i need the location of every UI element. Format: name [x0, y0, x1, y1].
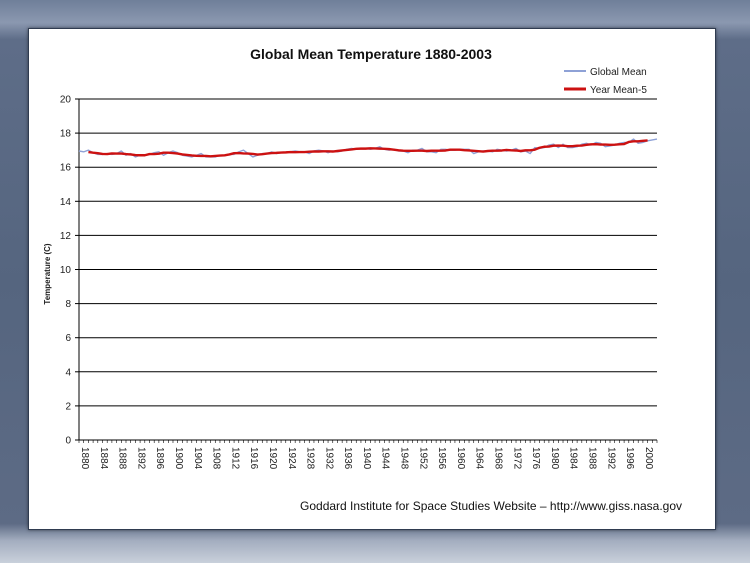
y-tick-label-8: 8 — [65, 299, 71, 310]
x-tick-label-1956: 1956 — [436, 447, 447, 470]
y-tick-label-0: 0 — [65, 436, 71, 447]
x-tick-label-1992: 1992 — [605, 447, 616, 470]
x-tick-label-1888: 1888 — [117, 447, 128, 470]
x-tick-label-1912: 1912 — [229, 447, 240, 470]
x-tick-label-1964: 1964 — [474, 447, 485, 470]
x-tick-label-1996: 1996 — [624, 447, 635, 470]
y-tick-label-14: 14 — [60, 197, 72, 208]
x-tick-label-1924: 1924 — [286, 447, 297, 470]
x-tick-label-1904: 1904 — [192, 447, 203, 470]
x-tick-label-1884: 1884 — [98, 447, 109, 470]
x-tick-label-1916: 1916 — [248, 447, 259, 470]
x-tick-label-1940: 1940 — [361, 447, 372, 470]
y-tick-label-4: 4 — [65, 367, 71, 378]
x-tick-label-1880: 1880 — [79, 447, 90, 470]
y-tick-label-18: 18 — [60, 129, 72, 140]
legend-label-global-mean: Global Mean — [590, 67, 647, 78]
x-axis-ticks: 1880 1884 1888 1892 1896 1900 1904 1908 1912 1916… — [78, 440, 658, 470]
x-tick-label-1896: 1896 — [154, 447, 165, 470]
legend-label-year-mean-5: Year Mean-5 — [590, 85, 647, 96]
chart-legend: Global Mean Year Mean-5 — [564, 67, 647, 96]
x-tick-label-1928: 1928 — [305, 447, 316, 470]
y-tick-label-12: 12 — [60, 231, 72, 242]
x-tick-label-2000: 2000 — [643, 447, 654, 470]
series-line-year-mean-5 — [88, 139, 648, 158]
x-tick-label-1952: 1952 — [417, 447, 428, 470]
x-tick-label-1920: 1920 — [267, 447, 278, 470]
x-tick-label-1984: 1984 — [568, 447, 579, 470]
y-axis-label: Temperature (C) — [43, 243, 52, 305]
x-tick-label-1932: 1932 — [323, 447, 334, 470]
chart-title: Global Mean Temperature 1880-2003 — [250, 46, 492, 62]
series-lines — [78, 138, 658, 158]
temperature-chart: Global Mean Temperature 1880-2003 Global… — [43, 46, 682, 513]
x-tick-label-1908: 1908 — [211, 447, 222, 470]
x-tick-label-1960: 1960 — [455, 447, 466, 470]
y-tick-label-6: 6 — [65, 333, 71, 344]
x-tick-label-1944: 1944 — [380, 447, 391, 470]
y-tick-label-10: 10 — [60, 265, 72, 276]
y-axis-ticks: 0 2 4 6 8 10 12 14 16 18 20 — [60, 95, 79, 447]
x-tick-label-1968: 1968 — [493, 447, 504, 470]
x-tick-label-1900: 1900 — [173, 447, 184, 470]
y-tick-label-2: 2 — [65, 401, 71, 412]
x-tick-label-1988: 1988 — [587, 447, 598, 470]
x-tick-label-1936: 1936 — [342, 447, 353, 470]
y-tick-label-16: 16 — [60, 163, 72, 174]
x-tick-label-1972: 1972 — [511, 447, 522, 470]
x-tick-label-1980: 1980 — [549, 447, 560, 470]
x-tick-label-1976: 1976 — [530, 447, 541, 470]
source-footnote: Goddard Institute for Space Studies Webs… — [300, 499, 682, 513]
y-tick-label-20: 20 — [60, 95, 72, 106]
grid-lines — [78, 98, 657, 441]
x-tick-label-1892: 1892 — [135, 447, 146, 470]
chart-slide: Global Mean Temperature 1880-2003 Global… — [28, 28, 716, 530]
x-tick-label-1948: 1948 — [399, 447, 410, 470]
